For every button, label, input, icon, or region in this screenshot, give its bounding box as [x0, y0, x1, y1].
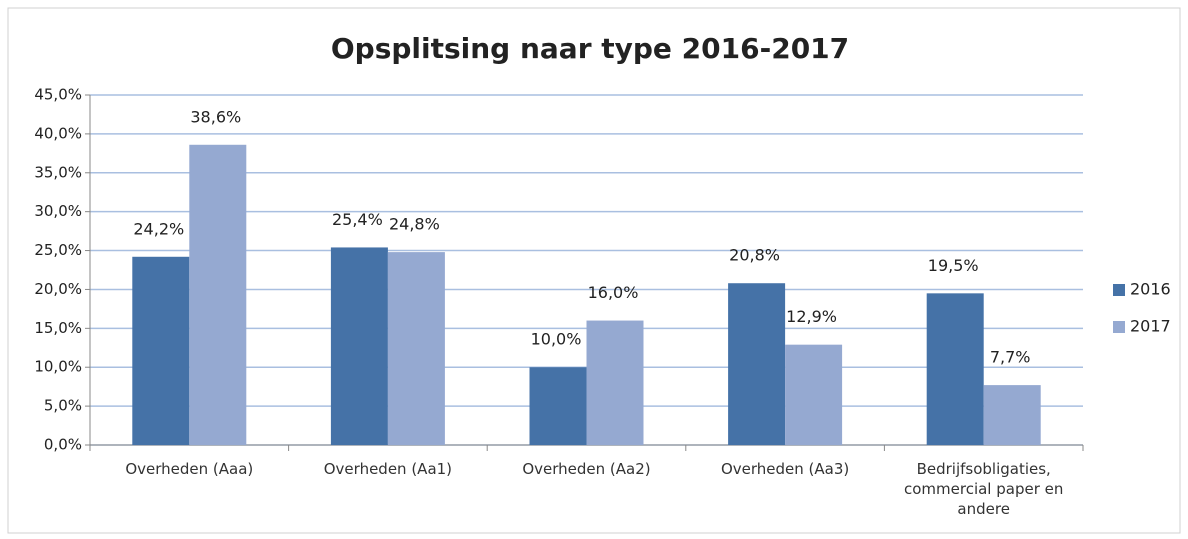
chart-frame [7, 7, 1181, 534]
value-label: 20,8% [729, 246, 780, 265]
x-tick-label: Bedrijfsobligaties, commercial paper en … [903, 460, 1064, 518]
legend-label: 2016 [1130, 280, 1171, 299]
value-label: 7,7% [990, 348, 1031, 367]
value-label: 25,4% [332, 210, 383, 229]
value-label: 19,5% [928, 256, 979, 275]
y-tick-label: 40,0% [34, 124, 82, 142]
y-tick-label: 20,0% [34, 280, 82, 298]
bar [330, 247, 388, 445]
bar [189, 144, 247, 445]
legend-swatch [1113, 284, 1125, 296]
bar [785, 344, 843, 445]
y-tick-label: 15,0% [34, 319, 82, 337]
legend-swatch [1113, 321, 1125, 333]
chart-title: Opsplitsing naar type 2016-2017 [331, 32, 849, 65]
bar [728, 283, 786, 445]
y-tick-label: 25,0% [34, 241, 82, 259]
bar [586, 320, 644, 445]
y-tick-label: 0,0% [44, 436, 82, 454]
value-label: 16,0% [588, 283, 639, 302]
x-tick-label: Overheden (Aa3) [720, 460, 850, 478]
bar [529, 367, 587, 445]
x-tick-label: Overheden (Aa1) [323, 460, 453, 478]
legend-label: 2017 [1130, 317, 1171, 336]
value-label: 24,8% [389, 215, 440, 234]
x-tick-label: Overheden (Aaa) [125, 460, 254, 478]
value-label: 38,6% [190, 107, 241, 126]
bar [926, 293, 984, 445]
x-tick-label: Overheden (Aa2) [522, 460, 651, 478]
bar [983, 385, 1041, 445]
y-tick-label: 45,0% [34, 86, 82, 104]
y-tick-label: 10,0% [34, 358, 82, 376]
value-label: 10,0% [531, 330, 582, 349]
bar [387, 252, 445, 445]
value-label: 12,9% [786, 307, 837, 326]
y-tick-label: 35,0% [34, 163, 82, 181]
bar [132, 256, 190, 445]
y-tick-label: 30,0% [34, 202, 82, 220]
y-tick-label: 5,0% [44, 397, 82, 415]
value-label: 24,2% [133, 219, 184, 238]
